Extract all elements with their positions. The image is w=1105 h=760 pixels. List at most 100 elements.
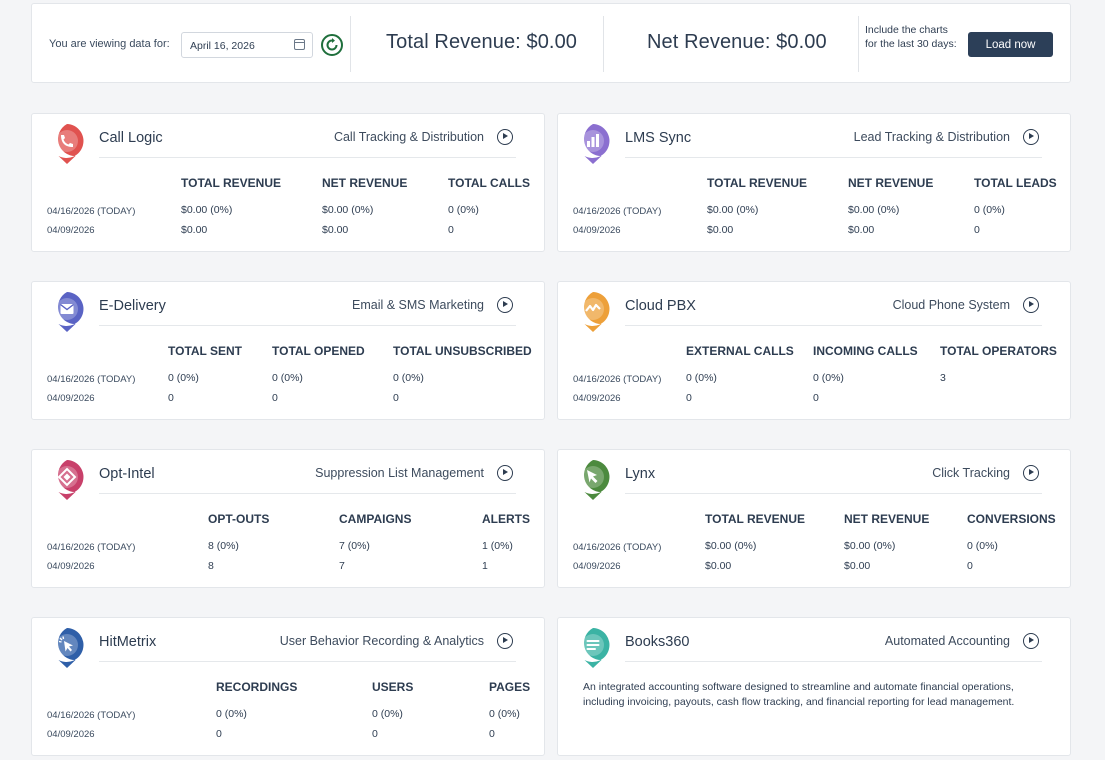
row-label-prev: 04/09/2026 — [47, 561, 95, 572]
phone-icon — [56, 124, 84, 164]
divider — [625, 157, 1042, 158]
table-cell: 0 — [813, 392, 819, 404]
column-header: TOTAL CALLS — [448, 176, 530, 190]
table-cell: 0 — [272, 392, 278, 404]
card-subtitle: Cloud Phone System — [892, 298, 1010, 312]
row-label-today: 04/16/2026 (TODAY) — [47, 710, 136, 721]
divider — [99, 493, 516, 494]
column-header: TOTAL REVENUE — [181, 176, 282, 190]
play-circle-icon[interactable] — [1023, 297, 1039, 313]
table-cell: 0 — [974, 224, 980, 236]
column-header: PAGES — [489, 680, 531, 694]
envelope-icon — [56, 292, 84, 332]
column-header: TOTAL OPERATORS — [940, 344, 1057, 358]
divider — [625, 493, 1042, 494]
table-cell: 0 (0%) — [974, 204, 1005, 216]
card-cloud-pbx: Cloud PBX Cloud Phone System EXTERNAL CA… — [557, 281, 1071, 420]
divider — [99, 325, 516, 326]
row-label-prev: 04/09/2026 — [47, 729, 95, 740]
net-revenue: Net Revenue: $0.00 — [647, 31, 827, 53]
card-title[interactable]: Cloud PBX — [625, 298, 696, 314]
table-cell: 0 (0%) — [393, 372, 424, 384]
play-circle-icon[interactable] — [497, 129, 513, 145]
refresh-button[interactable] — [321, 34, 343, 56]
row-label-today: 04/16/2026 (TODAY) — [573, 206, 662, 217]
play-circle-icon[interactable] — [1023, 129, 1039, 145]
date-picker[interactable]: April 16, 2026 — [181, 32, 313, 58]
play-circle-icon[interactable] — [497, 465, 513, 481]
table-cell: 0 — [686, 392, 692, 404]
table-cell: 0 (0%) — [967, 540, 998, 552]
table-cell: 0 (0%) — [272, 372, 303, 384]
table-cell: $0.00 — [848, 224, 875, 236]
play-circle-icon[interactable] — [1023, 633, 1039, 649]
column-header: RECORDINGS — [216, 680, 298, 694]
refresh-icon — [326, 38, 338, 51]
card-subtitle: Automated Accounting — [884, 634, 1010, 648]
row-label-today: 04/16/2026 (TODAY) — [573, 542, 662, 553]
card-title[interactable]: Call Logic — [99, 130, 163, 146]
card-subtitle: Call Tracking & Distribution — [333, 130, 484, 144]
cloud-phone-icon — [582, 292, 610, 332]
table-cell: 0 (0%) — [686, 372, 717, 384]
table-cell: $0.00 — [844, 560, 871, 572]
card-opt-intel: Opt-Intel Suppression List Management OP… — [31, 449, 545, 588]
table-cell: 8 (0%) — [208, 540, 239, 552]
load-now-button[interactable]: Load now — [968, 32, 1053, 57]
card-subtitle: Click Tracking — [932, 466, 1010, 480]
bar-chart-icon — [582, 124, 610, 164]
card-title[interactable]: Lynx — [625, 466, 656, 482]
date-value: April 16, 2026 — [190, 40, 255, 52]
card-title[interactable]: Opt-Intel — [99, 466, 155, 482]
row-label-today: 04/16/2026 (TODAY) — [47, 542, 136, 553]
column-header: TOTAL REVENUE — [707, 176, 808, 190]
divider — [625, 325, 1042, 326]
card-title[interactable]: HitMetrix — [99, 634, 157, 650]
column-header: TOTAL UNSUBSCRIBED — [393, 344, 532, 358]
table-cell: 8 — [208, 560, 214, 572]
play-circle-icon[interactable] — [1023, 465, 1039, 481]
table-cell: $0.00 — [707, 224, 734, 236]
play-circle-icon[interactable] — [497, 633, 513, 649]
click-pointer-icon — [56, 628, 84, 668]
row-label-today: 04/16/2026 (TODAY) — [47, 206, 136, 217]
row-label-prev: 04/09/2026 — [573, 561, 621, 572]
card-books360: Books360 Automated Accounting An integra… — [557, 617, 1071, 756]
table-cell: 0 — [372, 728, 378, 740]
row-label-prev: 04/09/2026 — [573, 225, 621, 236]
column-header: TOTAL REVENUE — [705, 512, 806, 526]
divider — [858, 16, 859, 72]
table-cell: $0.00 — [322, 224, 349, 236]
table-cell: 0 (0%) — [489, 708, 520, 720]
column-header: USERS — [372, 680, 414, 694]
column-header: CAMPAIGNS — [339, 512, 412, 526]
card-hitmetrix: HitMetrix User Behavior Recording & Anal… — [31, 617, 545, 756]
card-title[interactable]: LMS Sync — [625, 130, 692, 146]
viewing-data-label: You are viewing data for: — [49, 38, 170, 50]
row-label-today: 04/16/2026 (TODAY) — [573, 374, 662, 385]
column-header: TOTAL LEADS — [974, 176, 1057, 190]
divider — [350, 16, 351, 72]
row-label-prev: 04/09/2026 — [47, 393, 95, 404]
card-title[interactable]: Books360 — [625, 634, 690, 650]
table-cell: $0.00 — [705, 560, 732, 572]
column-header: NET REVENUE — [848, 176, 934, 190]
table-cell: $0.00 (0%) — [844, 540, 896, 552]
divider — [99, 157, 516, 158]
table-cell: 0 (0%) — [216, 708, 247, 720]
card-subtitle: User Behavior Recording & Analytics — [279, 634, 484, 648]
play-circle-icon[interactable] — [497, 297, 513, 313]
table-cell: 7 (0%) — [339, 540, 370, 552]
row-label-prev: 04/09/2026 — [47, 225, 95, 236]
card-title[interactable]: E-Delivery — [99, 298, 166, 314]
column-header: CONVERSIONS — [967, 512, 1056, 526]
column-header: ALERTS — [482, 512, 530, 526]
table-cell: 1 (0%) — [482, 540, 513, 552]
calendar-icon — [294, 39, 305, 50]
divider — [99, 661, 516, 662]
table-cell: $0.00 — [181, 224, 208, 236]
column-header: EXTERNAL CALLS — [686, 344, 794, 358]
table-cell: 0 — [393, 392, 399, 404]
card-description: An integrated accounting software design… — [583, 681, 1015, 708]
row-label-today: 04/16/2026 (TODAY) — [47, 374, 136, 385]
